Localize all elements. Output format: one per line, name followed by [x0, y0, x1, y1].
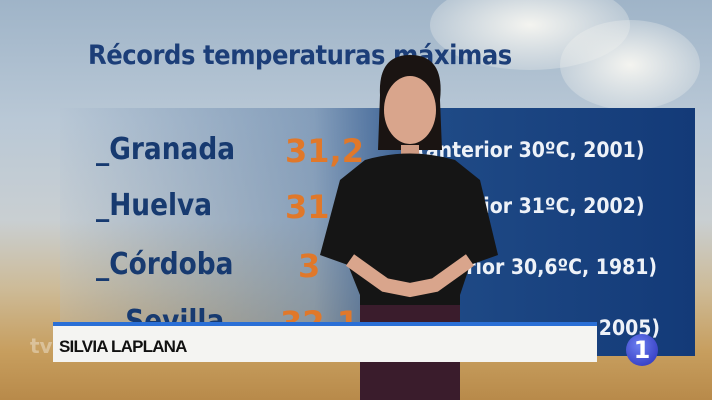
record-value: 31 — [285, 188, 330, 226]
record-value: 3 — [298, 247, 321, 285]
presenter-name: SILVIA LAPLANA — [59, 337, 187, 356]
page-title: Récords temperaturas máximas — [88, 40, 512, 71]
city: _Huelva — [96, 188, 213, 223]
record-value: 31,2 — [285, 132, 364, 170]
lower-third: SILVIA LAPLANA — [53, 322, 597, 362]
city: _Córdoba — [96, 247, 234, 282]
record-row: _Granada 31,2 (anterior 30ºC, 2001) — [0, 132, 712, 172]
city: _Granada — [96, 132, 236, 167]
cloud — [560, 20, 700, 110]
channel-logo: 1 — [626, 334, 658, 366]
previous-record: (anterior 30ºC, 2001) — [416, 138, 644, 162]
